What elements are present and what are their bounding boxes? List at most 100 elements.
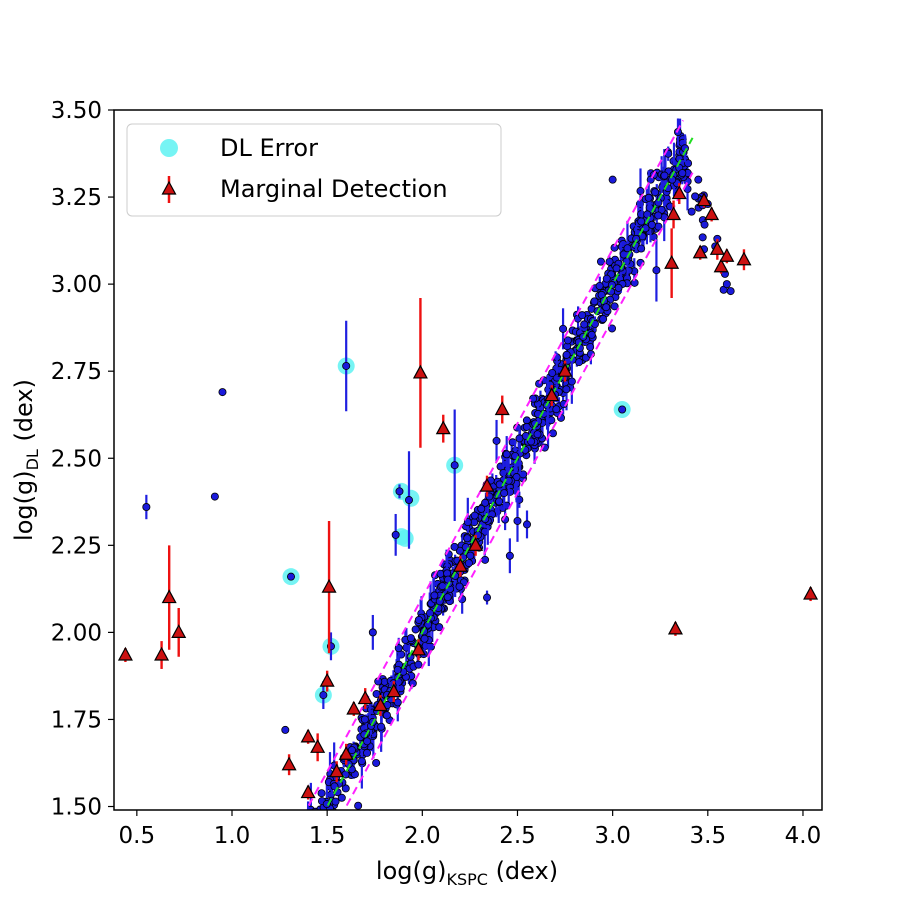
data-point bbox=[463, 534, 472, 543]
data-point bbox=[610, 302, 619, 311]
data-point bbox=[698, 233, 707, 242]
data-point bbox=[618, 405, 627, 414]
data-point bbox=[342, 361, 351, 370]
x-axis-label: log(g)KSPC (dex) bbox=[376, 857, 558, 889]
y-tick-label: 2.75 bbox=[51, 359, 102, 385]
data-point bbox=[691, 192, 700, 201]
marginal-detection-marker bbox=[452, 557, 468, 572]
data-point bbox=[406, 634, 415, 643]
marginal-detection-marker bbox=[300, 784, 316, 799]
data-point bbox=[722, 280, 731, 289]
data-point bbox=[455, 582, 464, 591]
marginal-detection-marker bbox=[494, 401, 510, 416]
data-point bbox=[477, 504, 486, 513]
data-point bbox=[567, 377, 576, 386]
marginal-detection-marker bbox=[300, 728, 316, 743]
data-point bbox=[317, 789, 326, 798]
marginal-detection-marker bbox=[692, 244, 708, 259]
data-point bbox=[377, 722, 386, 731]
y-axis-label: log(g)DL (dex) bbox=[10, 379, 42, 541]
data-point bbox=[363, 748, 372, 757]
data-point bbox=[726, 287, 735, 296]
data-point bbox=[660, 171, 669, 180]
data-point bbox=[684, 159, 693, 168]
data-point bbox=[372, 689, 381, 698]
marginal-detection-marker bbox=[310, 739, 326, 753]
x-tick-label: 3.5 bbox=[690, 823, 727, 849]
x-tick-label: 3.0 bbox=[594, 823, 631, 849]
data-point bbox=[533, 430, 542, 439]
marginal-detection-marker bbox=[667, 620, 683, 635]
lower-bound-line bbox=[343, 172, 694, 810]
x-tick-label: 4.0 bbox=[785, 823, 822, 849]
data-point bbox=[404, 496, 413, 505]
data-point bbox=[218, 388, 227, 397]
dl-error-marker bbox=[396, 529, 414, 547]
data-point bbox=[438, 582, 447, 591]
x-tick-label: 2.5 bbox=[499, 823, 536, 849]
data-point bbox=[605, 257, 614, 266]
data-point bbox=[354, 801, 363, 810]
marginal-detection-marker bbox=[664, 254, 680, 269]
marginal-detection-marker bbox=[357, 690, 373, 705]
data-point bbox=[420, 634, 429, 643]
marginal-detection-marker bbox=[411, 641, 427, 656]
data-point bbox=[393, 665, 402, 674]
legend-box bbox=[126, 123, 502, 217]
data-point bbox=[608, 175, 617, 184]
data-point bbox=[414, 660, 423, 669]
data-point bbox=[470, 511, 479, 520]
marginal-detection-marker bbox=[412, 364, 428, 379]
data-point bbox=[391, 530, 400, 539]
data-point bbox=[435, 597, 444, 606]
data-point bbox=[513, 516, 522, 525]
data-point bbox=[331, 797, 340, 806]
legend-marginal-marker bbox=[161, 180, 177, 195]
data-point bbox=[495, 497, 504, 506]
marginal-detection-marker bbox=[171, 624, 187, 638]
data-point bbox=[286, 572, 295, 581]
marginal-detection-marker bbox=[671, 185, 687, 200]
data-point bbox=[281, 725, 290, 734]
marginal-detection-marker bbox=[319, 672, 335, 687]
marginal-detection-marker bbox=[281, 756, 297, 771]
marginal-detection-marker bbox=[435, 420, 451, 435]
marginal-detection-marker bbox=[154, 646, 170, 661]
data-point bbox=[466, 551, 475, 560]
data-point bbox=[700, 220, 709, 229]
data-point bbox=[559, 324, 568, 333]
data-point bbox=[523, 520, 532, 529]
data-point bbox=[443, 593, 452, 602]
data-point bbox=[580, 320, 589, 329]
data-point bbox=[414, 615, 423, 624]
data-point bbox=[641, 224, 650, 233]
y-tick-label: 2.50 bbox=[51, 446, 102, 472]
data-point bbox=[481, 555, 490, 564]
data-point bbox=[408, 679, 417, 688]
data-point bbox=[623, 244, 632, 253]
marginal-detection-marker bbox=[803, 585, 819, 600]
data-point bbox=[654, 211, 663, 220]
y-axis-label-sub: DL bbox=[23, 449, 42, 470]
marginal-detection-markers bbox=[117, 183, 819, 800]
marginal-detection-marker bbox=[696, 192, 712, 207]
marginal-detection-marker bbox=[557, 362, 573, 377]
y-tick-label: 1.50 bbox=[51, 795, 102, 821]
y-axis-ticks: 1.50 1.75 2.00 2.25 2.50 2.75 3.00 3.25 3.50 bbox=[51, 98, 114, 821]
data-point bbox=[512, 473, 521, 482]
data-point bbox=[444, 575, 453, 584]
data-point bbox=[575, 358, 584, 367]
data-point bbox=[590, 297, 599, 306]
data-point bbox=[411, 625, 420, 634]
x-axis-label-unit: (dex) bbox=[488, 857, 558, 885]
x-tick-label: 0.5 bbox=[119, 823, 156, 849]
legend-dl-error-label: DL Error bbox=[220, 134, 318, 162]
data-point bbox=[612, 264, 621, 273]
plot-frame bbox=[113, 109, 823, 811]
data-point bbox=[492, 436, 501, 445]
data-point bbox=[595, 281, 604, 290]
data-point bbox=[678, 169, 687, 178]
data-point bbox=[395, 487, 404, 496]
x-axis-ticks: 0.5 1.0 1.5 2.0 2.5 3.0 3.5 4.0 bbox=[119, 810, 822, 849]
